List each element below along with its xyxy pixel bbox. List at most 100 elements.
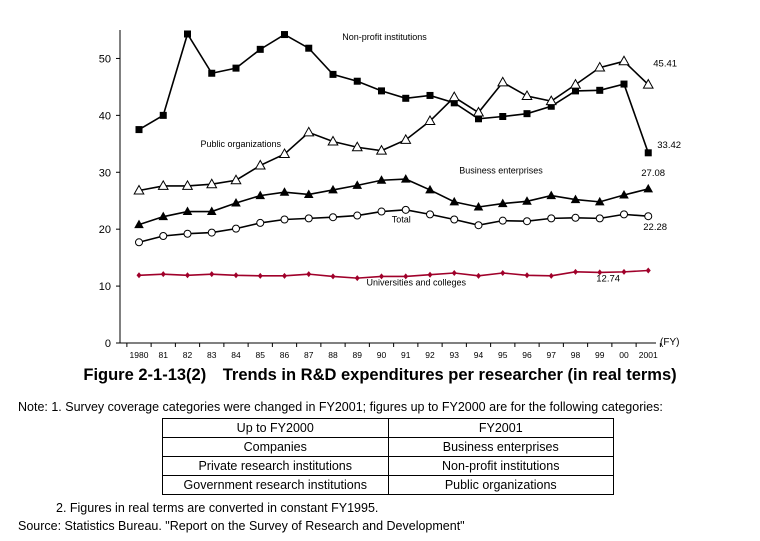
series-name-label: Public organizations [201, 139, 282, 149]
data-point [184, 30, 191, 38]
series-line [138, 269, 649, 279]
data-point [427, 271, 433, 278]
data-point [255, 190, 266, 200]
series-group [134, 174, 654, 229]
data-point [327, 135, 339, 146]
data-point [159, 232, 168, 241]
data-point [158, 211, 169, 221]
x-tick-label: 83 [207, 350, 217, 360]
chart-series [133, 30, 654, 282]
data-point [133, 184, 145, 195]
x-unit-label: (FY) [660, 337, 679, 348]
series-group [133, 55, 654, 195]
data-point [305, 44, 313, 52]
data-point [522, 196, 532, 205]
data-point [281, 31, 288, 39]
x-tick-label: 85 [256, 350, 266, 360]
data-point [545, 95, 557, 106]
data-point [136, 272, 142, 279]
data-point [303, 126, 315, 137]
x-tick-label: 86 [280, 350, 290, 360]
data-point [256, 218, 265, 227]
series-name-label: Total [392, 214, 411, 224]
data-point [157, 179, 169, 190]
data-point [329, 213, 337, 222]
data-point [378, 87, 385, 95]
end-value-label: 45.41 [653, 59, 677, 70]
data-point [448, 91, 460, 102]
data-point [594, 61, 606, 72]
x-tick-label: 00 [619, 350, 629, 360]
end-value-label: 12.74 [596, 273, 620, 284]
y-tick-label: 50 [99, 53, 111, 65]
data-point [571, 213, 580, 222]
x-tick-label: 88 [328, 350, 338, 360]
data-point [619, 190, 629, 199]
series-name-label: Universities and colleges [367, 278, 467, 288]
data-point [572, 87, 579, 95]
data-point [642, 78, 654, 89]
y-tick-label: 0 [105, 338, 111, 350]
line-chart: 0 10 20 30 40 50 1980 81 82 83 84 85 86 87 88 89 90 91 92 9… [99, 30, 682, 360]
data-point [472, 106, 485, 117]
x-tick-label: 92 [425, 350, 435, 360]
x-tick-label: 2001 [639, 350, 658, 360]
data-point [473, 201, 484, 211]
data-point [256, 45, 264, 53]
data-point [546, 190, 557, 200]
series-group [136, 267, 651, 282]
data-point [547, 214, 556, 223]
data-point [476, 272, 481, 279]
figure-caption: Figure 2-1-13(2) Trends in R&D expenditu… [83, 366, 677, 384]
data-point [499, 113, 507, 121]
data-point [570, 194, 581, 204]
chart-axes [116, 30, 661, 347]
table-row: Private research institutions Non-profit… [162, 456, 614, 476]
series-name-label: Business enterprises [459, 165, 543, 175]
data-point [354, 275, 360, 282]
data-point [303, 189, 314, 198]
data-point [521, 89, 533, 101]
data-point [377, 207, 386, 216]
data-point [233, 272, 239, 279]
data-point [475, 115, 482, 123]
data-point [644, 149, 652, 157]
x-tick-label: 82 [183, 350, 193, 360]
x-tick-label: 81 [159, 350, 169, 360]
x-tick-label: 94 [474, 350, 484, 360]
data-point [351, 141, 363, 152]
data-point [181, 179, 194, 190]
x-tick-label: 89 [353, 350, 363, 360]
data-point [232, 224, 240, 233]
data-point [254, 159, 266, 170]
source-line: Source: Statistics Bureau. "Report on th… [18, 519, 465, 533]
data-point [620, 80, 628, 88]
data-point [329, 70, 337, 78]
note-line-2: 2. Figures in real terms are converted i… [56, 501, 379, 515]
data-point [450, 99, 458, 107]
data-point [208, 69, 216, 77]
x-tick-label: 97 [547, 350, 557, 360]
data-point [403, 273, 409, 280]
data-point [425, 184, 435, 194]
data-point [328, 184, 338, 194]
data-point [400, 133, 412, 144]
data-point [523, 110, 531, 118]
data-point [523, 217, 531, 226]
data-point [282, 272, 287, 279]
end-value-label: 27.08 [641, 168, 665, 179]
data-point [450, 215, 459, 224]
note-line-1: Note: 1. Survey coverage categories were… [18, 400, 663, 414]
data-point [618, 55, 630, 66]
x-tick-label: 87 [304, 350, 314, 360]
series-line [138, 209, 649, 244]
data-point [594, 196, 605, 206]
data-point [426, 210, 434, 219]
data-point [352, 180, 363, 189]
table-cell: Non-profit institutions [387, 456, 614, 476]
x-tick-label: 1980 [130, 350, 149, 360]
series-name-label: Non-profit institutions [342, 32, 427, 42]
data-point [185, 272, 190, 279]
end-value-label: 22.28 [643, 222, 667, 233]
series-labels: Non-profit institutions Public organizati… [201, 32, 682, 287]
